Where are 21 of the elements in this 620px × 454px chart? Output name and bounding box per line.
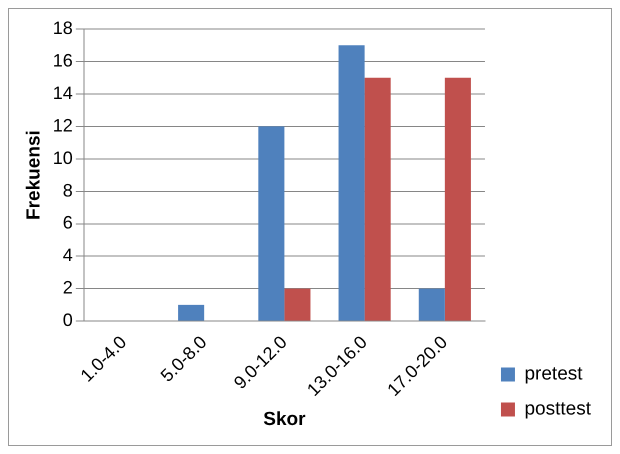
x-axis-title: Skor	[263, 408, 306, 430]
legend-label: posttest	[524, 398, 592, 420]
y-tick-label: 16	[52, 50, 73, 70]
bar	[338, 45, 365, 321]
y-tick-label: 0	[62, 310, 73, 330]
y-tick-label: 6	[62, 212, 73, 233]
bar	[178, 304, 204, 321]
bar	[284, 288, 310, 321]
bar	[258, 126, 284, 321]
y-tick-label: 14	[52, 82, 73, 103]
legend-label: pretest	[524, 364, 584, 385]
y-tick-label: 18	[52, 18, 73, 38]
bar	[444, 78, 471, 321]
y-tick-label: 10	[52, 148, 73, 168]
bar	[364, 78, 391, 321]
y-tick-label: 8	[62, 180, 73, 200]
y-tick-label: 2	[62, 278, 73, 298]
y-axis-title: Frekuensi	[24, 130, 45, 220]
bar	[418, 288, 445, 321]
y-tick-label: 4	[62, 245, 73, 266]
y-tick-label: 12	[52, 115, 73, 136]
